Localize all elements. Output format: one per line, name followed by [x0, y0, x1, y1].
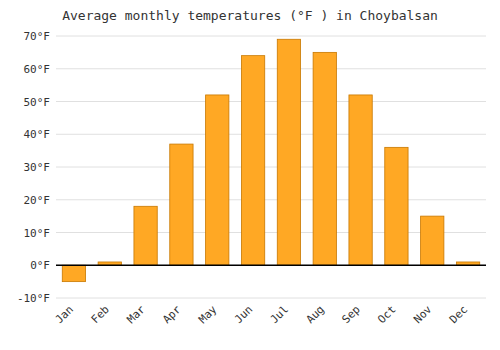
- x-tick-label: Oct: [375, 303, 398, 326]
- bar: [62, 265, 85, 281]
- y-tick-label: 50°F: [24, 96, 51, 109]
- x-tick-label: Sep: [339, 303, 362, 326]
- y-tick-label: 10°F: [24, 227, 51, 240]
- y-tick-label: 20°F: [24, 194, 51, 207]
- bar: [313, 52, 336, 265]
- chart: Average monthly temperatures (°F ) in Ch…: [0, 0, 500, 350]
- x-tick-label: May: [196, 303, 220, 327]
- x-tick-label: Jun: [232, 303, 255, 326]
- x-tick-label: Jul: [268, 303, 291, 326]
- grid-line: [56, 265, 486, 266]
- grid-line: [56, 199, 486, 200]
- grid: [56, 36, 486, 298]
- bars: [56, 39, 486, 281]
- x-tick-label: Dec: [447, 303, 470, 326]
- x-tick-label: Aug: [304, 303, 327, 326]
- bar: [349, 95, 372, 265]
- grid-line: [56, 101, 486, 102]
- bar: [421, 216, 444, 265]
- grid-line: [56, 298, 486, 299]
- baseline: [56, 265, 486, 267]
- y-tick-label: 70°F: [24, 30, 51, 43]
- chart-container: Average monthly temperatures (°F ) in Ch…: [0, 0, 500, 350]
- x-tick-label: Feb: [89, 303, 112, 326]
- bar: [170, 144, 193, 265]
- bar: [277, 39, 300, 265]
- y-tick-label: 40°F: [24, 128, 51, 141]
- bar: [385, 147, 408, 265]
- bar: [241, 56, 264, 266]
- grid-line: [56, 36, 486, 37]
- grid-line: [56, 167, 486, 168]
- x-tick-label: Jan: [53, 303, 76, 326]
- y-tick-label: 0°F: [30, 259, 50, 272]
- grid-line: [56, 134, 486, 135]
- grid-line: [56, 68, 486, 69]
- x-tick-label: Mar: [124, 303, 148, 327]
- title: Average monthly temperatures (°F ) in Ch…: [62, 8, 438, 23]
- y-tick-label: 60°F: [24, 63, 51, 76]
- x-tick-label: Apr: [160, 303, 184, 327]
- x-tick-label: Nov: [411, 303, 435, 327]
- y-tick-label: 30°F: [24, 161, 51, 174]
- bar: [206, 95, 229, 265]
- y-tick-label: -10°F: [17, 292, 50, 305]
- bar: [134, 206, 157, 265]
